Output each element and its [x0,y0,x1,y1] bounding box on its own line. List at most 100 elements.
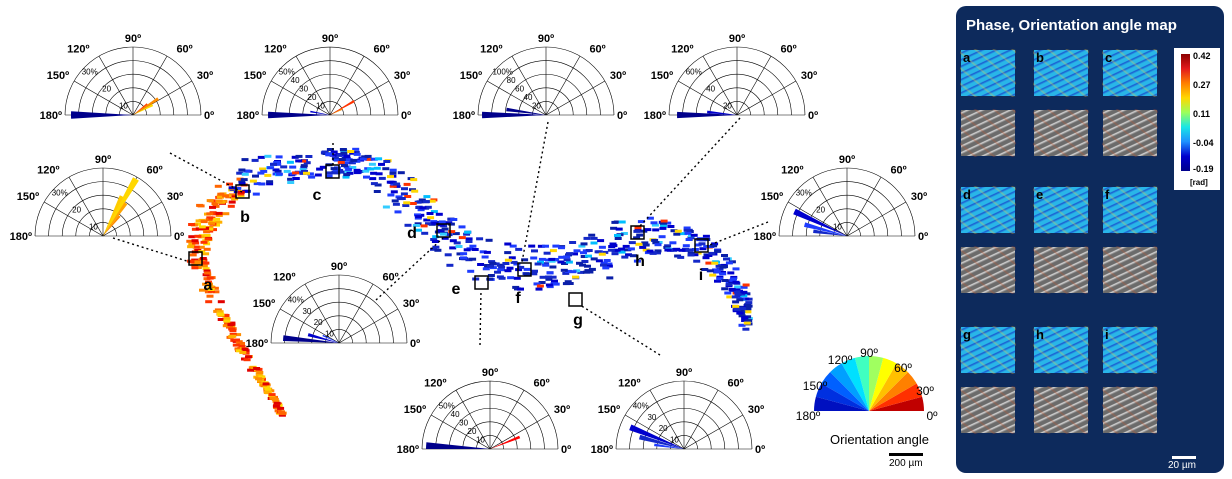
orientation-wheel-segment [854,356,869,411]
tissue-segment [369,177,377,181]
polar-spoke [98,55,134,116]
tissue-segment [739,307,747,310]
tissue-segment [622,244,630,248]
tissue-segment [440,232,447,236]
tissue-segment [414,200,422,204]
tissue-segment [745,304,753,308]
polar-angle-label: 0º [561,444,571,456]
tissue-segment [299,168,307,172]
scale-bar-200um-label: 200 µm [889,458,923,469]
tissue-segment [673,247,681,251]
tissue-segment [255,377,263,381]
tissue-segment [530,272,538,276]
tissue-segment [742,297,750,301]
polar-radial-label: 20 [816,206,825,215]
tissue-segment [456,252,464,256]
tissue-segment [738,314,746,318]
tissue-segment [326,148,334,151]
tissue-segment [633,229,641,233]
orientation-overlay-tile [1033,109,1089,157]
tissue-segment [723,257,730,261]
tissue-segment [742,283,750,287]
sample-box-f [517,262,532,277]
tile-texture [960,246,1016,294]
tissue-segment [403,201,411,205]
polar-angle-label: 30º [394,70,410,82]
tissue-segment [705,261,713,265]
sample-label-b: b [240,209,250,226]
tissue-segment [590,241,598,245]
tissue-segment [560,268,568,272]
phase-map-tile: h [1033,326,1089,374]
tissue-segment [420,224,428,228]
polar-bar [804,222,847,236]
tissue-segment [576,261,583,265]
tissue-segment [437,229,445,233]
tissue-segment [572,275,579,279]
tissue-segment [590,236,598,240]
polar-radial-label: 30 [459,419,468,428]
tissue-segment [208,289,215,293]
tissue-segment [374,183,382,187]
tissue-segment [515,247,523,251]
tissue-segment [694,251,702,255]
polar-bar [426,442,490,449]
tissue-segment [460,252,468,256]
polar-angle-label: 150º [460,70,482,82]
tissue-segment [569,270,577,274]
tissue-segment [275,172,283,176]
tissue-segment [283,169,291,173]
tissue-segment [528,244,536,248]
tissue-segment [732,267,740,271]
connector-line [521,121,549,263]
tile-texture [960,49,1016,97]
tissue-segment [299,159,307,163]
tissue-segment [714,249,722,253]
tissue-segment [300,164,308,168]
tissue-segment [431,240,439,243]
tile-texture [960,326,1016,374]
polar-radial-label: 30% [82,68,98,77]
tissue-segment [678,248,686,252]
tissue-segment [280,165,288,169]
tissue-segment [278,410,285,414]
tissue-segment [316,167,324,171]
phase-map-tile: c [1102,49,1158,97]
tissue-segment [247,368,255,372]
tile-texture [1102,326,1158,374]
tissue-segment [286,160,294,164]
tissue-segment [744,310,752,314]
tissue-segment [202,252,210,256]
polar-radial-label: 20 [308,93,317,102]
polar-spoke [736,55,772,116]
polar-bar [330,100,355,115]
polar-angle-label: 30º [197,70,213,82]
tissue-segment [333,158,341,162]
tissue-segment [538,281,546,284]
tissue-segment [329,153,337,157]
tile-grid: a b c d e f g h i [956,6,1224,473]
tissue-segment [211,212,219,216]
tissue-segment [387,193,395,197]
tissue-segment [542,263,550,267]
tissue-segment [349,166,357,169]
tissue-segment [725,283,733,287]
polar-bar [103,177,139,236]
orientation-wheel-segment [869,356,884,411]
tissue-segment [191,227,199,231]
tissue-segment [467,269,475,273]
polar-angle-label: 150º [253,298,275,310]
tissue-segment [558,255,566,259]
tissue-segment [685,238,693,241]
polar-radial-label: 20 [468,427,477,436]
orientation-overlay-tile [960,386,1016,434]
tissue-segment [545,277,553,281]
tissue-segment [326,171,334,175]
polar-spoke [702,55,738,116]
tissue-segment [194,248,202,252]
tissue-segment [234,347,242,351]
tissue-segment [639,245,647,249]
tissue-segment [411,189,419,193]
